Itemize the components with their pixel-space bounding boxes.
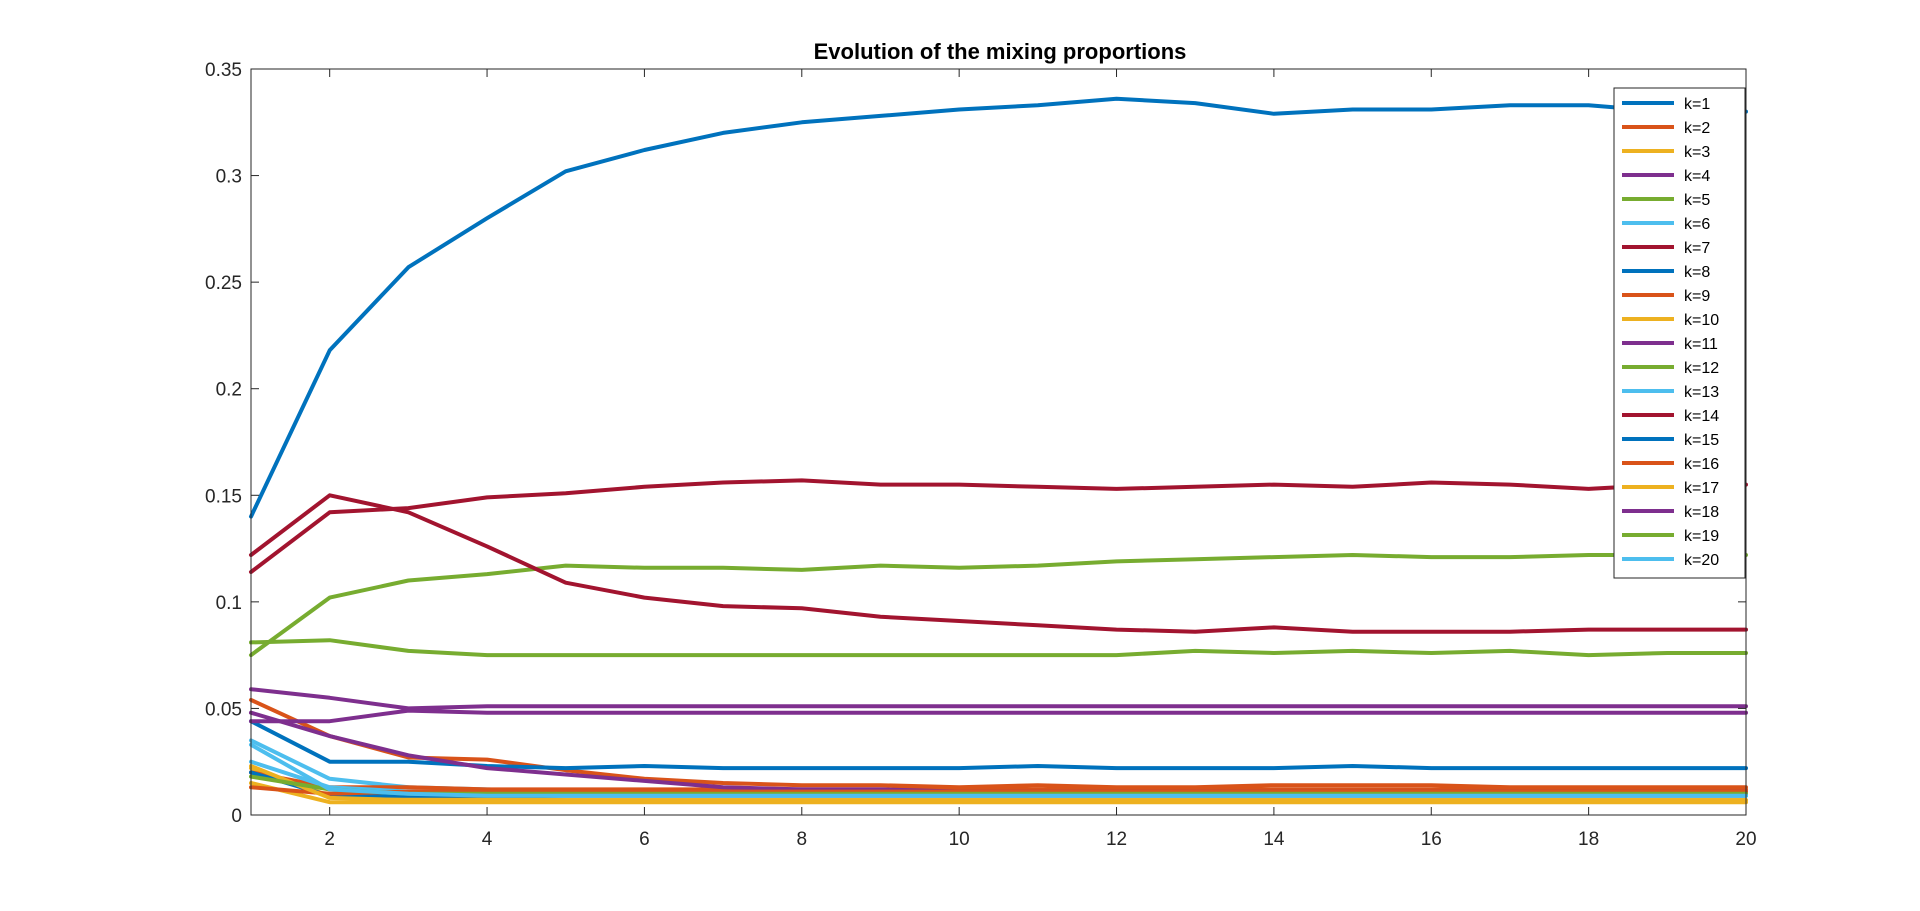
axes-box: [250, 68, 1747, 816]
y-tick-label: 0.1: [216, 593, 242, 614]
series-line-k-5: [249, 638, 1748, 658]
x-tick-label: 14: [1263, 829, 1285, 850]
legend-label: k=10: [1684, 312, 1719, 329]
legend-label: k=6: [1684, 216, 1710, 233]
legend-label: k=1: [1684, 96, 1710, 113]
legend-label: k=17: [1684, 480, 1719, 497]
y-tick-label: 0.05: [205, 699, 242, 720]
x-tick-label: 18: [1578, 829, 1599, 850]
series-line-k-11: [249, 710, 1748, 794]
legend-label: k=12: [1684, 360, 1719, 377]
legend-label: k=8: [1684, 264, 1710, 281]
x-tick-label: 16: [1421, 829, 1442, 850]
chart-title: Evolution of the mixing proportions: [814, 39, 1187, 64]
legend-label: k=5: [1684, 192, 1710, 209]
y-tick-label: 0.3: [216, 167, 242, 188]
series-line-k-12: [249, 553, 1748, 658]
legend-label: k=20: [1684, 552, 1719, 569]
series-line-k-16: [249, 785, 1748, 796]
legend-label: k=13: [1684, 384, 1719, 401]
series-line-k-9: [249, 770, 1748, 792]
x-tick-label: 6: [639, 829, 650, 850]
series-line-k-20: [249, 742, 1748, 798]
x-tick-label: 4: [482, 829, 493, 850]
series-line-k-7: [249, 478, 1748, 574]
legend-box: [1613, 87, 1746, 579]
plot-area: 2 4 6 8 10 12 14 16 18 20 0 0.05 0.1 0.15 0.2 0.25 0.3 0.…: [205, 60, 1757, 850]
x-tick-label: 12: [1106, 829, 1127, 850]
series-line-k-17: [249, 764, 1748, 803]
series-line-k-2: [249, 697, 1748, 790]
legend-label: k=9: [1684, 288, 1710, 305]
series-line-k-1: [249, 96, 1748, 519]
legend-label: k=15: [1684, 432, 1719, 449]
legend-label: k=4: [1684, 168, 1710, 185]
x-tick-label: 20: [1735, 829, 1756, 850]
legend-label: k=14: [1684, 408, 1719, 425]
y-tick-label: 0.25: [205, 273, 242, 294]
x-tick-label: 2: [324, 829, 335, 850]
series-line-k-14: [249, 493, 1748, 634]
series-line-k-10: [249, 781, 1748, 805]
legend: k=1 k=2 k=3 k=4 k=5 k=6 k=7 k=8 k=9 k=10 k=11 k=12 k…: [1613, 87, 1746, 579]
series-line-k-18: [249, 708, 1748, 724]
x-tick-label: 8: [797, 829, 808, 850]
legend-label: k=16: [1684, 456, 1719, 473]
series-line-k-19: [249, 774, 1748, 796]
y-tick-label: 0: [231, 806, 242, 827]
legend-label: k=18: [1684, 504, 1719, 521]
x-tick-label: 10: [949, 829, 970, 850]
legend-label: k=11: [1684, 336, 1718, 353]
y-tick-label: 0.15: [205, 486, 242, 507]
legend-label: k=3: [1684, 144, 1710, 161]
y-tick-label: 0.35: [205, 60, 242, 81]
series-line-k-4: [249, 687, 1748, 711]
y-tick-label: 0.2: [216, 380, 242, 401]
legend-label: k=2: [1684, 120, 1710, 137]
legend-label: k=7: [1684, 240, 1710, 257]
series-line-k-8: [249, 719, 1748, 771]
legend-label: k=19: [1684, 528, 1719, 545]
